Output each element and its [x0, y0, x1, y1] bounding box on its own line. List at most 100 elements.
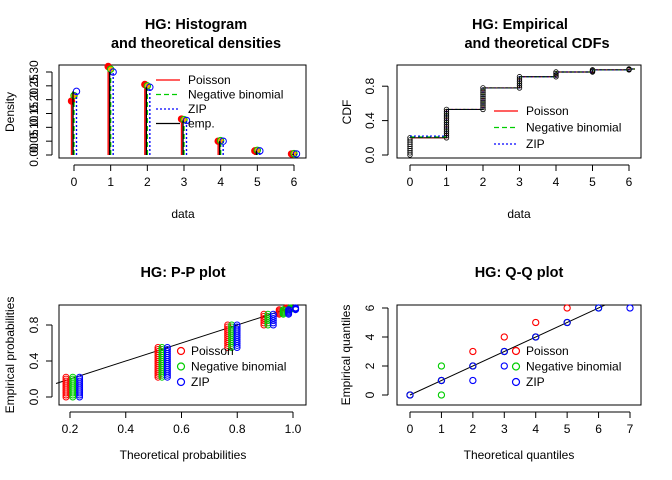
histogram-plot-box: [58, 64, 307, 159]
cdf-y-tick-label: 0.8: [363, 78, 377, 95]
qq-y-tick-label: 6: [363, 304, 377, 311]
pp-2-point: [269, 310, 277, 318]
qq-title: HG: Q-Q plot: [475, 265, 564, 281]
qq-x-tick-label: 3: [501, 422, 508, 436]
cdf-y-tick-label: 0.0: [363, 146, 377, 163]
qq-2-point: [563, 318, 571, 327]
histogram-x-axis: 0 1 2 3 4 5 6: [71, 164, 298, 189]
pp-legend-label-0: Poisson: [191, 344, 234, 358]
histogram-x-tick-label: 3: [181, 175, 188, 189]
histogram-y-tick-label: 0.10: [27, 115, 41, 139]
pp-y-axis: 0.0 0.4 0.8: [27, 316, 53, 405]
qq-2-point: [594, 304, 603, 312]
qq-x-tick-label: 2: [470, 422, 477, 436]
pp-y-tick-label: 0.0: [27, 388, 41, 405]
qq-x-tick-label: 7: [627, 422, 634, 436]
pp-2-point: [269, 315, 277, 323]
pp-2-point: [269, 312, 277, 320]
qq-panel: HG: Q-Q plot Poisson Negative binomialZIP…: [339, 265, 642, 462]
pp-plot-box: [58, 304, 307, 406]
pp-2-point: [292, 304, 300, 312]
qq-y-label: Empirical quantiles: [339, 305, 353, 406]
cdf-y-label: CDF: [340, 100, 354, 125]
pp-2-point: [163, 344, 171, 351]
qq-legend-symbol-1: [511, 362, 521, 371]
cdf-panel: HG: Empirical and theoretical CDFs Poiss…: [340, 17, 642, 221]
qq-y-tick-label: 2: [363, 362, 377, 369]
qq-y-tick-label: 0: [363, 391, 377, 398]
qq-x-tick-label: 5: [564, 422, 571, 436]
pp-legend-symbol-2: [176, 377, 186, 387]
pp-0-point: [260, 315, 268, 323]
histogram-x-label: data: [171, 207, 195, 221]
pp-y-label: Empirical probabilities: [3, 297, 17, 414]
pp-x-label: Theoretical probabilities: [120, 448, 247, 462]
qq-2-point: [406, 391, 414, 399]
histogram-x-tick-label: 2: [144, 175, 151, 189]
pp-x-tick-label: 0.8: [229, 422, 246, 436]
histogram-y-tick-label: 0.30: [27, 60, 41, 84]
cdf-legend-label-1: Negative binomial: [526, 121, 621, 135]
histogram-y-tick-label: 0.25: [27, 74, 41, 98]
pp-0-point: [154, 347, 162, 355]
qq-0-point: [469, 347, 477, 356]
qq-y-tick-label: 4: [363, 333, 377, 340]
histogram-x-tick-label: 6: [291, 175, 298, 189]
cdf-x-axis: 0 1 2 3 4 5 6: [407, 164, 633, 189]
cdf-empirical-step-line: [410, 68, 635, 139]
qq-2-point: [469, 376, 477, 385]
pp-0-point: [62, 377, 70, 385]
histogram-1-density-point: [290, 149, 298, 158]
pp-legend-label-1: Negative binomial: [191, 360, 286, 374]
histogram-legend-label-0: Poisson: [188, 73, 231, 87]
qq-2-point: [626, 304, 634, 312]
qq-2-point: [500, 347, 508, 356]
cdf-x-tick-label: 1: [443, 175, 450, 189]
pp-panel: HG: P-P plot Poisson Negative binomialZIP…: [3, 265, 307, 462]
pp-0-point: [62, 373, 70, 381]
qq-0-point: [532, 318, 540, 327]
qq-legend-label-0: Poisson: [526, 344, 569, 358]
pp-legend-symbol-0: [176, 346, 186, 356]
pp-2-point: [285, 306, 293, 314]
qq-x-axis: 0 1 2 3 4 5 6 7: [407, 411, 634, 436]
qq-legend-label-1: Negative binomial: [526, 360, 621, 374]
histogram-y-label: Density: [3, 92, 17, 132]
pp-1-point: [69, 373, 77, 381]
histogram-y-tick-label: 0.20: [27, 88, 41, 112]
pp-2-point: [76, 377, 84, 385]
histogram-y-axis: 0.000.050.100.150.200.250.30: [27, 60, 53, 167]
cdf-x-tick-label: 4: [553, 175, 560, 189]
qq-x-tick-label: 4: [532, 422, 539, 436]
pp-2-point: [233, 323, 241, 331]
qq-x-tick-label: 1: [438, 422, 445, 436]
pp-0-point: [260, 310, 268, 318]
cdf-lines: [407, 66, 635, 158]
pp-x-tick-label: 1.0: [285, 422, 302, 436]
pp-2-point: [76, 373, 84, 381]
pp-x-axis: 0.2 0.4 0.6 0.8 1.0: [62, 411, 302, 436]
pp-1-point: [69, 377, 77, 385]
qq-plot-box: [396, 304, 642, 406]
cdf-x-label: data: [507, 207, 531, 221]
pp-0-point: [224, 323, 232, 331]
pp-2-point: [76, 375, 84, 383]
cdf-legend-label-0: Poisson: [526, 104, 569, 118]
qq-2-point: [532, 333, 540, 341]
cdf-title: HG: Empirical: [472, 17, 568, 33]
qq-2-point: [469, 362, 477, 370]
cdf-x-tick-label: 5: [589, 175, 596, 189]
qq-1-point: [437, 391, 446, 399]
cdf-y-axis: 0.0 0.4 0.8: [363, 78, 389, 163]
qq-0-point: [500, 333, 508, 341]
pp-y-tick-label: 0.4: [27, 352, 41, 369]
pp-legend-symbol-1: [176, 362, 186, 371]
pp-x-tick-label: 0.4: [117, 422, 134, 436]
cdf-subtitle: and theoretical CDFs: [464, 36, 609, 52]
pp-0-point: [260, 312, 268, 320]
histogram-legend-label-2: ZIP: [188, 102, 207, 116]
